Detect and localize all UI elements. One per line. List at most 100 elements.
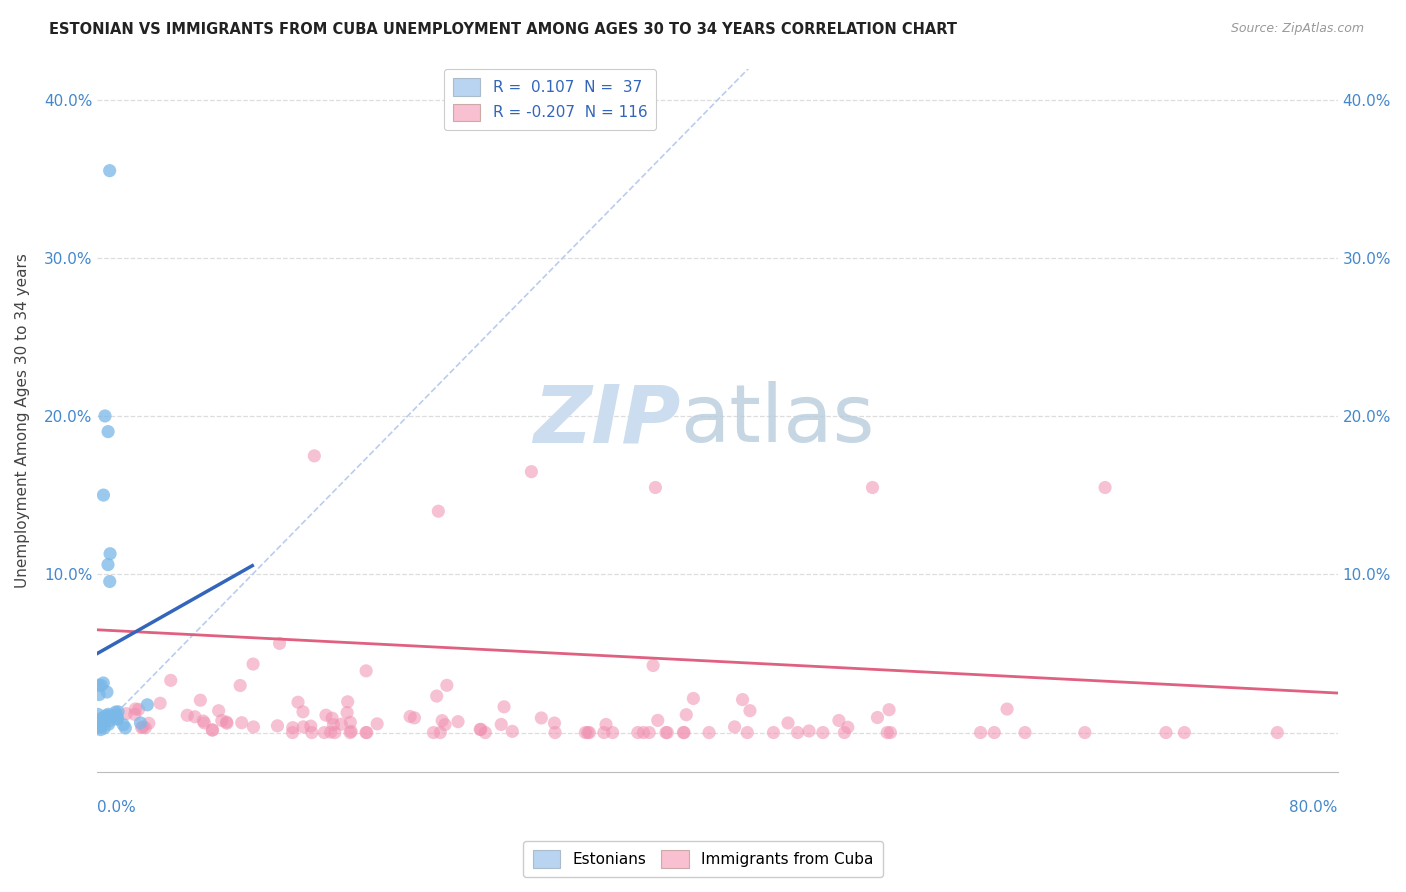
Text: ZIP: ZIP xyxy=(533,381,681,459)
Point xyxy=(87,715,110,730)
Point xyxy=(97,558,120,572)
Point xyxy=(969,725,991,739)
Legend: Estonians, Immigrants from Cuba: Estonians, Immigrants from Cuba xyxy=(523,841,883,877)
Point xyxy=(1094,481,1116,495)
Point xyxy=(995,702,1018,716)
Point xyxy=(266,719,288,733)
Point xyxy=(98,574,121,589)
Point xyxy=(404,711,426,725)
Point xyxy=(354,664,377,678)
Point xyxy=(657,725,679,739)
Point xyxy=(149,696,172,710)
Point xyxy=(1154,725,1177,739)
Text: ESTONIAN VS IMMIGRANTS FROM CUBA UNEMPLOYMENT AMONG AGES 30 TO 34 YEARS CORRELAT: ESTONIAN VS IMMIGRANTS FROM CUBA UNEMPLO… xyxy=(49,22,957,37)
Point xyxy=(304,449,326,463)
Point xyxy=(90,723,112,737)
Text: 80.0%: 80.0% xyxy=(1289,800,1337,815)
Point xyxy=(193,716,215,731)
Point xyxy=(211,714,233,728)
Text: atlas: atlas xyxy=(681,381,875,459)
Point xyxy=(762,725,785,739)
Point xyxy=(201,723,224,737)
Point xyxy=(643,658,665,673)
Point xyxy=(474,725,496,739)
Point xyxy=(983,725,1005,739)
Point xyxy=(105,708,128,723)
Point xyxy=(786,725,808,739)
Point xyxy=(578,725,600,739)
Text: Source: ZipAtlas.com: Source: ZipAtlas.com xyxy=(1230,22,1364,36)
Point xyxy=(93,488,115,502)
Point xyxy=(811,725,834,739)
Point xyxy=(426,689,449,703)
Point xyxy=(828,714,851,728)
Point xyxy=(436,678,458,692)
Point xyxy=(134,721,156,735)
Point xyxy=(131,721,153,735)
Point xyxy=(89,688,111,702)
Point xyxy=(105,712,128,726)
Point xyxy=(675,707,697,722)
Point xyxy=(340,724,363,739)
Point xyxy=(738,704,761,718)
Point xyxy=(231,715,253,730)
Point xyxy=(673,725,696,739)
Point xyxy=(627,725,650,739)
Point xyxy=(201,723,224,737)
Point xyxy=(593,725,616,739)
Point xyxy=(188,693,211,707)
Point xyxy=(876,725,898,739)
Point xyxy=(638,725,661,739)
Point xyxy=(737,725,759,739)
Point xyxy=(731,692,754,706)
Point xyxy=(136,698,159,712)
Point xyxy=(543,716,565,731)
Point xyxy=(866,710,889,724)
Point xyxy=(837,720,859,734)
Point xyxy=(315,708,337,723)
Point xyxy=(97,710,120,724)
Point xyxy=(97,710,120,724)
Point xyxy=(107,711,129,725)
Point xyxy=(1173,725,1195,739)
Point xyxy=(877,703,900,717)
Point xyxy=(1074,725,1097,739)
Point xyxy=(128,702,150,716)
Point xyxy=(422,725,444,739)
Point xyxy=(433,717,456,731)
Point xyxy=(321,711,343,725)
Point xyxy=(184,710,207,724)
Point xyxy=(91,676,114,690)
Y-axis label: Unemployment Among Ages 30 to 34 years: Unemployment Among Ages 30 to 34 years xyxy=(15,252,30,588)
Point xyxy=(292,720,315,734)
Point xyxy=(97,425,120,439)
Point xyxy=(90,678,112,692)
Point xyxy=(797,723,820,738)
Point xyxy=(319,725,342,739)
Point xyxy=(229,679,252,693)
Point xyxy=(682,691,704,706)
Point xyxy=(544,725,567,739)
Point xyxy=(430,714,453,728)
Point xyxy=(215,716,238,731)
Point xyxy=(520,465,543,479)
Point xyxy=(1014,725,1036,739)
Point xyxy=(399,709,422,723)
Point xyxy=(447,714,470,729)
Legend: R =  0.107  N =  37, R = -0.207  N = 116: R = 0.107 N = 37, R = -0.207 N = 116 xyxy=(444,69,657,130)
Point xyxy=(427,504,450,518)
Point xyxy=(176,708,198,723)
Point xyxy=(776,716,799,731)
Point xyxy=(98,547,121,561)
Point xyxy=(242,657,264,671)
Point xyxy=(655,725,678,739)
Point xyxy=(595,717,617,731)
Point xyxy=(129,715,152,730)
Point xyxy=(366,716,388,731)
Point xyxy=(107,705,129,719)
Point xyxy=(112,717,135,731)
Point xyxy=(159,673,181,688)
Point xyxy=(299,719,322,733)
Point xyxy=(242,720,264,734)
Point xyxy=(470,723,492,737)
